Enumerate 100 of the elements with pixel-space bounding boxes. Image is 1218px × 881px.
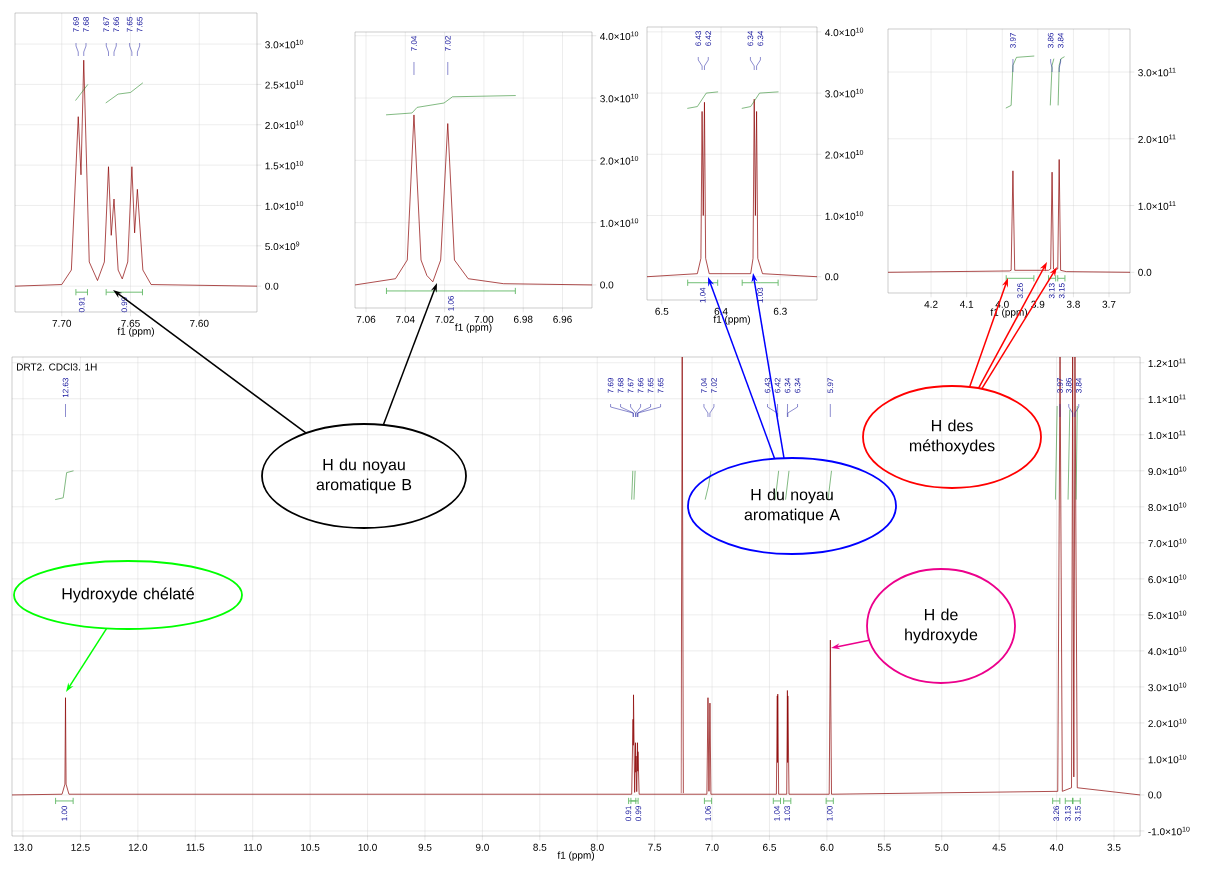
annotation: 7.65 xyxy=(136,17,143,32)
x-tick-label: 7.04 xyxy=(396,315,415,323)
y-tick-label: 3.0×10$^{11}$ xyxy=(1138,67,1176,77)
annotation: 1.04 xyxy=(699,287,706,303)
x-tick-label: 6.5 xyxy=(655,307,669,315)
x-axis-title: f1 (ppm) xyxy=(713,315,750,325)
y-tick-label: 1.0×10$^{10}$ xyxy=(265,201,304,210)
annotation: 1.06 xyxy=(705,806,711,821)
annotation: 7.04 xyxy=(411,35,417,51)
y-tick-label: 1.0×10$^{10}$ xyxy=(600,218,639,227)
y-tick-label: 1.0×10$^{10}$ xyxy=(825,211,864,220)
x-tick-label: 12.0 xyxy=(128,843,148,851)
y-tick-label: 1.5×10$^{10}$ xyxy=(265,160,304,170)
annotation: 3.13 xyxy=(1048,283,1055,299)
annotation: 3.84 xyxy=(1075,377,1082,393)
x-tick-label: 4.5 xyxy=(992,843,1006,851)
annotation: 3.26 xyxy=(1053,806,1060,821)
x-tick-label: 4.1 xyxy=(959,300,974,308)
annotation: 3.84 xyxy=(1057,32,1064,48)
y-tick-label: 4.0×10$^{10}$ xyxy=(825,27,864,37)
annotation: 3.86 xyxy=(1047,33,1054,48)
y-tick-label: 2.0×10$^{10}$ xyxy=(265,120,304,130)
x-tick-label: 7.5 xyxy=(648,843,662,851)
annotation: 1.00 xyxy=(826,805,833,821)
annotation: 7.02 xyxy=(711,378,717,393)
annotation: 6.43 xyxy=(695,31,702,46)
annotation: Hydroxyde chélaté xyxy=(62,587,194,603)
annotation: 1.06 xyxy=(448,296,454,311)
x-tick-label: 6.0 xyxy=(820,843,834,851)
y-tick-label: 0.0 xyxy=(600,281,614,289)
annotation: 7.67 xyxy=(103,17,110,32)
annotation: 3.26 xyxy=(1017,283,1023,299)
y-tick-label: 0.0 xyxy=(1138,268,1152,276)
annotation: 6.34 xyxy=(794,377,801,393)
annotation: 7.65 xyxy=(126,17,133,32)
y-tick-label: 1.1×10$^{11}$ xyxy=(1148,394,1186,404)
annotation: 6.34 xyxy=(747,30,754,46)
annotation: 3.97 xyxy=(1010,33,1016,48)
annotation: 0.99 xyxy=(635,806,642,821)
x-tick-label: 13.0 xyxy=(14,843,33,851)
x-tick-label: 10.5 xyxy=(301,843,320,851)
x-tick-label: 8.5 xyxy=(533,843,547,851)
annotation: 6.42 xyxy=(705,31,712,46)
x-axis-title: f1 (ppm) xyxy=(557,851,595,861)
y-tick-label: 9.0×10$^{10}$ xyxy=(1148,466,1187,476)
annotation: 7.66 xyxy=(113,17,120,32)
y-tick-label: 0.0 xyxy=(825,273,839,281)
annotation: 1.04 xyxy=(774,805,780,821)
y-tick-label: 4.0×10$^{10}$ xyxy=(1148,646,1187,656)
annotation: 6.34 xyxy=(757,30,764,46)
annotation: 6.43 xyxy=(764,378,771,393)
annotation: 6.42 xyxy=(774,378,781,393)
y-tick-label: 2.0×10$^{10}$ xyxy=(600,156,639,165)
y-tick-label: 3.0×10$^{10}$ xyxy=(1148,682,1187,692)
x-tick-label: 5.0 xyxy=(935,843,949,851)
y-tick-label: 8.0×10$^{10}$ xyxy=(1148,502,1187,512)
y-tick-label: 2.0×10$^{11}$ xyxy=(1138,134,1176,144)
annotation: 3.97 xyxy=(1057,378,1063,393)
annotation: 7.67 xyxy=(627,378,634,393)
y-tick-label: 0.0 xyxy=(1148,791,1162,799)
annotation: DRT2. CDCl3. 1H xyxy=(17,363,97,371)
x-tick-label: 6.3 xyxy=(773,307,787,315)
x-tick-label: 7.02 xyxy=(435,315,454,323)
x-tick-label: 6.5 xyxy=(763,843,777,851)
y-tick-label: 2.5×10$^{10}$ xyxy=(265,80,304,89)
x-tick-label: 11.5 xyxy=(186,843,205,851)
y-tick-label: 7.0×10$^{10}$ xyxy=(1148,538,1187,548)
x-tick-label: 4.0 xyxy=(1049,843,1064,851)
y-tick-label: 3.0×10$^{10}$ xyxy=(265,39,304,49)
y-tick-label: 1.0×10$^{10}$ xyxy=(1148,754,1187,764)
annotation: 1.03 xyxy=(757,287,763,303)
x-tick-label: 9.5 xyxy=(418,843,432,851)
annotation: 7.68 xyxy=(617,378,624,393)
annotation: 7.65 xyxy=(657,378,664,393)
x-tick-label: 7.0 xyxy=(705,843,719,851)
x-tick-label: 3.5 xyxy=(1107,843,1121,851)
x-tick-label: 4.2 xyxy=(924,300,938,308)
annotation: 0.91 xyxy=(78,297,85,313)
y-tick-label: 4.0×10$^{10}$ xyxy=(600,31,639,41)
x-tick-label: 7.65 xyxy=(121,319,140,327)
x-axis-title: f1 (ppm) xyxy=(455,323,492,333)
annotation: H du noyau aromatique B xyxy=(316,458,412,494)
x-tick-label: 3.8 xyxy=(1066,300,1080,308)
annotation: H du noyau aromatique A xyxy=(744,488,840,524)
x-tick-label: 7.00 xyxy=(474,315,494,323)
annotation: 6.34 xyxy=(784,377,791,393)
annotation: 3.15 xyxy=(1058,283,1065,299)
annotation: 3.13 xyxy=(1064,806,1071,821)
annotation: H de hydroxyde xyxy=(905,608,978,644)
x-tick-label: 6.98 xyxy=(513,315,533,323)
y-tick-label: 2.0×10$^{10}$ xyxy=(825,150,864,159)
y-tick-label: 3.0×10$^{10}$ xyxy=(825,88,864,98)
x-tick-label: 8.0 xyxy=(590,843,604,851)
x-tick-label: 6.96 xyxy=(553,315,572,323)
x-tick-label: 9.0 xyxy=(475,843,489,851)
y-tick-label: 1.2×10$^{11}$ xyxy=(1148,358,1186,368)
annotation: 1.00 xyxy=(61,805,68,821)
y-tick-label: -1.0×10$^{10}$ xyxy=(1148,826,1190,836)
annotation: 1.03 xyxy=(784,806,791,821)
annotation: 3.86 xyxy=(1065,378,1072,393)
